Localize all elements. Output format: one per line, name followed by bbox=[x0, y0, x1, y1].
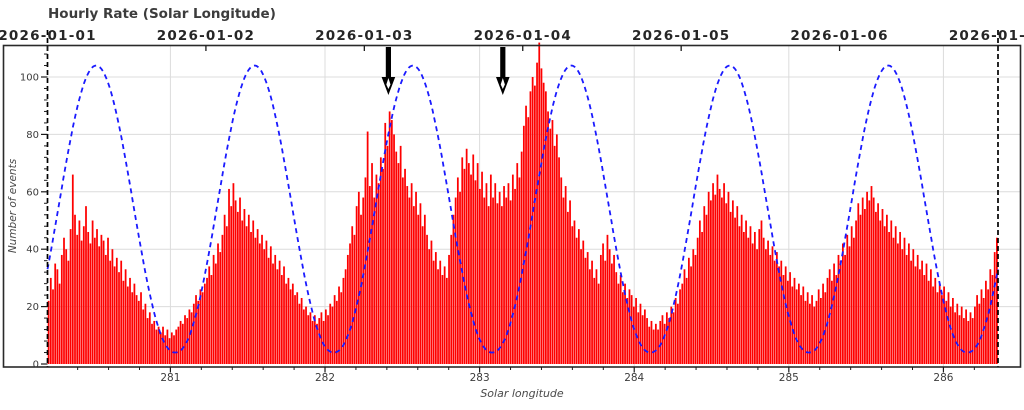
date-label: 2026-01-03 bbox=[315, 28, 413, 44]
x-tick-label: 282 bbox=[315, 372, 335, 384]
y-tick-label: 0 bbox=[33, 360, 39, 371]
y-tick-label: 40 bbox=[26, 245, 39, 256]
x-tick-label: 286 bbox=[933, 372, 953, 384]
x-tick-label: 284 bbox=[624, 372, 644, 384]
y-tick-label: 20 bbox=[26, 302, 39, 313]
y-tick-label: 80 bbox=[26, 130, 39, 141]
plot-frame bbox=[2, 44, 1022, 368]
x-tick-label: 281 bbox=[160, 372, 180, 384]
x-axis-title: Solar longitude bbox=[480, 387, 564, 400]
x-tick-label: 283 bbox=[470, 372, 490, 384]
date-label: 2026-01-07 bbox=[949, 28, 1024, 44]
x-tick-label: 285 bbox=[779, 372, 799, 384]
histogram-bars bbox=[47, 42, 998, 365]
date-label: 2026-01-06 bbox=[790, 28, 888, 44]
chart-title: Hourly Rate (Solar Longitude) bbox=[48, 6, 276, 22]
date-label: 2026-01-04 bbox=[474, 28, 572, 44]
date-label: 2026-01-05 bbox=[632, 28, 730, 44]
annotation-arrow bbox=[496, 47, 510, 95]
date-label: 2026-01-02 bbox=[157, 28, 255, 44]
date-label: 2026-01-01 bbox=[0, 28, 97, 44]
annotation-arrow bbox=[381, 47, 396, 95]
y-tick-label: 100 bbox=[20, 73, 39, 84]
y-tick-label: 60 bbox=[26, 187, 39, 198]
diurnal-curve bbox=[46, 64, 999, 354]
left-axis: 0 20 40 60 80 100 bbox=[20, 53, 48, 371]
bottom-axis: 281 282 283 284 285 286 bbox=[77, 367, 975, 384]
top-axis: 2026-01-01 2026-01-02 2026-01-03 2026-01-04… bbox=[0, 28, 1024, 51]
